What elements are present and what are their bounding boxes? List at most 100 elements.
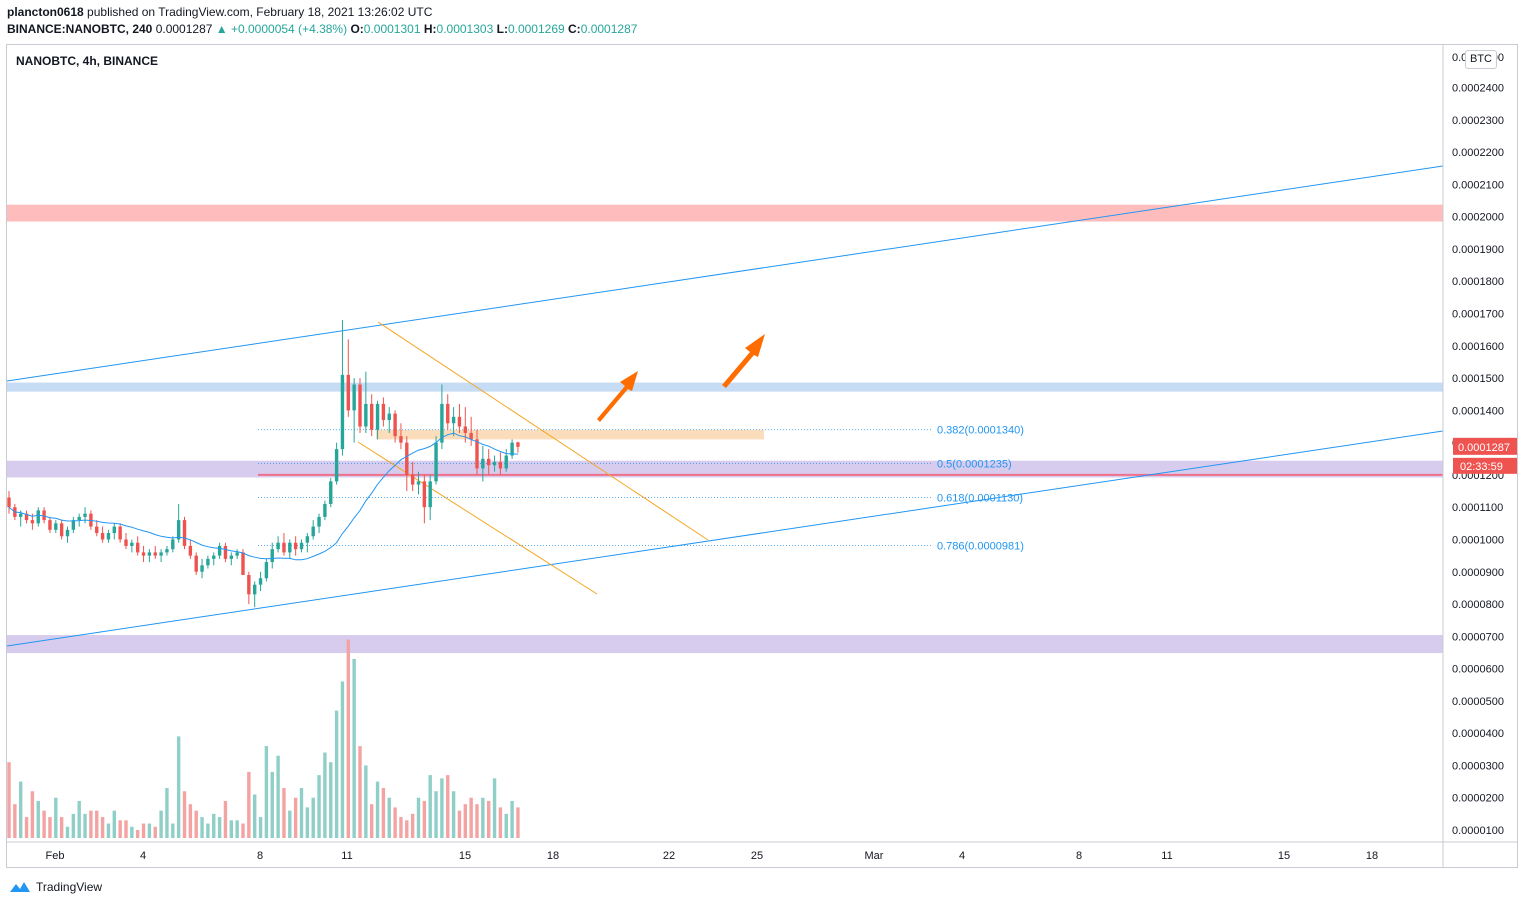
candle-body <box>428 481 432 508</box>
fib-label: 0.786(0.0000981) <box>937 541 1024 553</box>
publish-info: plancton0618 published on TradingView.co… <box>7 5 432 19</box>
volume-bar <box>229 820 233 838</box>
volume-bar <box>293 797 298 838</box>
candle-body <box>159 552 163 556</box>
candle-body <box>112 526 116 534</box>
volume-bar <box>498 807 503 838</box>
y-tick-label: 0.0001500 <box>1452 373 1504 385</box>
y-tick-label: 0.0001800 <box>1452 276 1504 288</box>
volume-bar <box>100 817 105 838</box>
price-labels: 0.0001287 02:33:59 <box>1453 437 1517 474</box>
chart-frame[interactable] <box>6 44 1518 868</box>
last-price: 0.0001287 <box>155 22 213 36</box>
volume-bar <box>141 823 146 838</box>
trendlines-layer <box>6 165 1444 647</box>
candle-body <box>136 542 140 553</box>
volume-bar <box>77 800 81 838</box>
tradingview-logo[interactable]: TradingView <box>8 878 102 896</box>
y-tick-label: 0.0001600 <box>1452 341 1504 353</box>
volume-bar <box>13 804 17 838</box>
candle-body <box>340 374 345 450</box>
publisher-name[interactable]: plancton0618 <box>7 5 84 19</box>
volume-bar <box>463 804 467 838</box>
candle-body <box>276 542 280 550</box>
candle-body <box>118 526 122 540</box>
x-tick-label: 18 <box>1366 850 1378 862</box>
candle-body <box>381 403 386 421</box>
low-label: L: <box>496 22 508 36</box>
wedge-upper-line <box>377 321 709 541</box>
candle-body <box>364 403 368 427</box>
zone-resistance-red <box>7 204 1443 222</box>
x-tick-label: 8 <box>1076 850 1082 862</box>
x-tick-label: 4 <box>140 850 146 862</box>
candle-body <box>293 542 298 550</box>
volume-bar <box>469 797 473 838</box>
candles-layer <box>7 319 520 608</box>
volume-bar <box>118 820 122 838</box>
volume-bar <box>405 820 409 838</box>
y-tick-label: 0.0000700 <box>1452 631 1504 643</box>
y-tick-label: 0.0001900 <box>1452 244 1504 256</box>
volume-bar <box>258 817 263 838</box>
symbol-name: BINANCE:NANOBTC, 240 <box>7 22 153 36</box>
arrow-icon <box>597 371 638 422</box>
volume-bar <box>504 813 508 838</box>
candle-body <box>481 458 485 469</box>
candle-body <box>241 552 245 575</box>
candle-body <box>100 533 105 540</box>
x-tick-label: 15 <box>459 850 471 862</box>
volume-bar <box>235 820 239 838</box>
volume-bar <box>393 807 397 838</box>
candle-body <box>434 442 438 482</box>
candle-body <box>487 458 491 466</box>
volume-bar <box>352 658 356 838</box>
candle-body <box>346 374 350 411</box>
volume-bar <box>217 817 222 838</box>
volume-bar <box>381 788 386 838</box>
volume-bar <box>434 791 438 838</box>
candle-body <box>147 552 152 556</box>
close-value: 0.0001287 <box>580 22 638 36</box>
open-value: 0.0001301 <box>363 22 421 36</box>
volume-bar <box>516 807 520 838</box>
volume-bar <box>346 639 350 838</box>
candle-body <box>200 565 204 572</box>
candle-body <box>317 516 321 527</box>
countdown-tag <box>1453 457 1517 474</box>
price-change: ▲ +0.0000054 (+4.38%) <box>215 22 348 36</box>
candle-body <box>358 384 362 427</box>
volume-bar <box>200 817 204 838</box>
x-tick-label: 11 <box>341 850 352 862</box>
candle-body <box>516 442 520 447</box>
time-axis: Feb 4 8 11 15 18 22 25 Mar 4 8 11 15 18 <box>6 841 1518 862</box>
volume-bar <box>428 775 432 838</box>
y-tick-label: 0.0000900 <box>1452 567 1504 579</box>
volume-bar <box>194 810 198 838</box>
y-tick-label: 0.0001700 <box>1452 309 1504 321</box>
volume-bar <box>323 752 327 838</box>
volume-bar <box>165 788 169 838</box>
candle-body <box>375 403 380 430</box>
candle-body <box>282 542 286 553</box>
x-tick-label: 8 <box>257 850 263 862</box>
candle-body <box>504 455 508 469</box>
fib-layer: 0.382(0.0001340) 0.5(0.0001235) 0.618(0.00… <box>258 425 1024 553</box>
volume-bar <box>95 810 99 838</box>
volume-bar <box>106 823 111 838</box>
volume-bar <box>212 813 216 838</box>
currency-badge[interactable]: BTC <box>1465 50 1497 69</box>
candle-body <box>311 526 315 537</box>
candle-body <box>475 439 479 469</box>
candle-body <box>498 462 503 469</box>
volume-bar <box>487 800 491 838</box>
candle-body <box>19 513 23 517</box>
volume-bar <box>112 810 116 838</box>
candle-body <box>469 432 473 440</box>
candle-body <box>334 449 339 482</box>
candle-body <box>65 529 70 537</box>
volume-bar <box>153 826 157 838</box>
fib-label: 0.382(0.0001340) <box>937 425 1024 437</box>
volume-bar <box>422 800 427 838</box>
